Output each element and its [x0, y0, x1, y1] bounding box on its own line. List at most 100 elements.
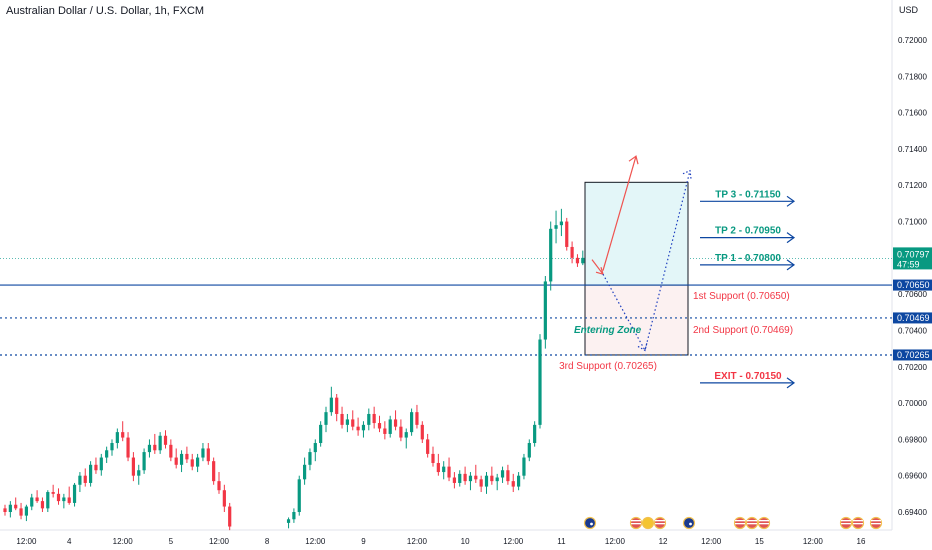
- time-tick-label: 12:00: [305, 537, 326, 546]
- candle-body: [297, 479, 301, 512]
- last-price-value: 0.70797: [897, 249, 930, 259]
- candle-body: [479, 479, 483, 487]
- candle-body: [89, 464, 93, 483]
- price-tick-label: 0.69400: [898, 508, 927, 517]
- time-tick-label: 16: [857, 537, 866, 546]
- time-tick-label: 8: [265, 537, 270, 546]
- us-flag-icon[interactable]: [869, 516, 883, 530]
- us-flag-icon[interactable]: [745, 516, 759, 530]
- candle-body: [543, 281, 547, 340]
- time-axis[interactable]: 12:00 4 12:00 5 12:00 8 12:00 9 12:00 10 12:00 11 12…: [16, 537, 866, 546]
- us-flag-icon[interactable]: [851, 516, 865, 530]
- arrow-head: [637, 342, 648, 352]
- price-badge-text: 0.70469: [897, 313, 930, 323]
- chart-title: Australian Dollar / U.S. Dollar, 1h, FXC…: [6, 5, 204, 17]
- candle-body: [185, 453, 189, 460]
- flag-stripe: [655, 523, 665, 525]
- tp3-label: TP 3 - 0.71150: [715, 189, 781, 200]
- entering-zone-box: [584, 284, 689, 356]
- candle-body: [56, 493, 61, 502]
- time-tick-label: 12:00: [605, 537, 626, 546]
- arrow-head: [786, 377, 796, 389]
- candle-body: [153, 444, 157, 451]
- flag-stripe: [747, 520, 757, 522]
- time-tick-label: 12:00: [113, 537, 134, 546]
- flag-star: [590, 522, 593, 526]
- support2-label: 2nd Support (0.70469): [693, 325, 793, 336]
- price-badge-0.70469: 0.70469: [893, 312, 932, 324]
- time-tick-label: 12:00: [209, 537, 230, 546]
- candle-body: [121, 432, 125, 438]
- time-tick-label: 12:00: [503, 537, 524, 546]
- us-flag-icon[interactable]: [653, 516, 667, 530]
- time-tick-label: 5: [169, 537, 174, 546]
- arrow-head: [628, 155, 639, 165]
- price-badge-0.70650: 0.70650: [893, 279, 932, 291]
- candle-body: [163, 435, 168, 445]
- flag-stripe: [735, 523, 745, 525]
- flag-star: [689, 522, 692, 526]
- candle-body: [538, 339, 542, 425]
- candle-body: [356, 426, 360, 431]
- us-flag-icon[interactable]: [839, 516, 853, 530]
- flag-stripe: [631, 523, 641, 525]
- candle-body: [319, 424, 323, 444]
- flag-stripe: [871, 523, 881, 525]
- time-tick-label: 9: [361, 537, 366, 546]
- time-tick-label: 10: [461, 537, 470, 546]
- price-badge-0.70265: 0.70265: [893, 349, 932, 361]
- tp2-label: TP 2 - 0.70950: [715, 226, 781, 237]
- au-flag-icon[interactable]: [583, 516, 597, 530]
- candle-body: [308, 452, 312, 465]
- candle-body: [565, 221, 569, 247]
- candle-body: [522, 457, 526, 476]
- candle-body: [554, 225, 558, 229]
- tp1-label: TP 1 - 0.70800: [715, 253, 781, 264]
- us-flag-icon[interactable]: [733, 516, 747, 530]
- eu-flag-icon[interactable]: [641, 516, 655, 530]
- candle-body: [490, 475, 494, 482]
- candle-body: [30, 497, 34, 507]
- candle-body: [83, 475, 87, 483]
- flag-stripe: [871, 520, 881, 522]
- time-tick-label: 12:00: [701, 537, 722, 546]
- candle-body: [3, 508, 7, 512]
- candle-body: [447, 466, 451, 478]
- economic-events-row[interactable]: [583, 516, 883, 530]
- us-flag-icon[interactable]: [629, 516, 643, 530]
- candle-body: [527, 443, 531, 458]
- flag-stripe: [759, 520, 769, 522]
- flag-stripe: [655, 520, 665, 522]
- arrow-head: [786, 259, 796, 271]
- candle-body: [313, 443, 317, 453]
- price-tick-label: 0.71400: [898, 145, 927, 154]
- flag-disc: [641, 516, 655, 530]
- candle-body: [190, 459, 194, 467]
- candle-body: [575, 257, 580, 264]
- pullback-arrow: [591, 259, 604, 275]
- flag-disc: [682, 516, 696, 530]
- candle-body: [506, 470, 510, 482]
- candle-body: [468, 475, 473, 482]
- candle-body: [303, 464, 307, 480]
- price-tick-label: 0.71600: [898, 109, 927, 118]
- candle-body: [158, 435, 162, 451]
- candle-body: [196, 457, 200, 467]
- candle-body: [495, 477, 499, 482]
- candle-body: [51, 492, 55, 494]
- candle-body: [67, 497, 71, 503]
- candle-body: [511, 481, 515, 487]
- au-flag-icon[interactable]: [682, 516, 696, 530]
- candle-body: [500, 470, 505, 478]
- candle-body: [142, 452, 146, 471]
- us-flag-icon[interactable]: [757, 516, 771, 530]
- candle-body: [452, 477, 456, 483]
- candle-body: [99, 457, 103, 471]
- candle-body: [404, 432, 408, 438]
- candle-body: [217, 481, 221, 491]
- candle-body: [340, 413, 344, 425]
- exit-label: EXIT - 0.70150: [714, 371, 782, 382]
- flag-disc: [583, 516, 597, 530]
- scenario-arrows: [591, 155, 796, 389]
